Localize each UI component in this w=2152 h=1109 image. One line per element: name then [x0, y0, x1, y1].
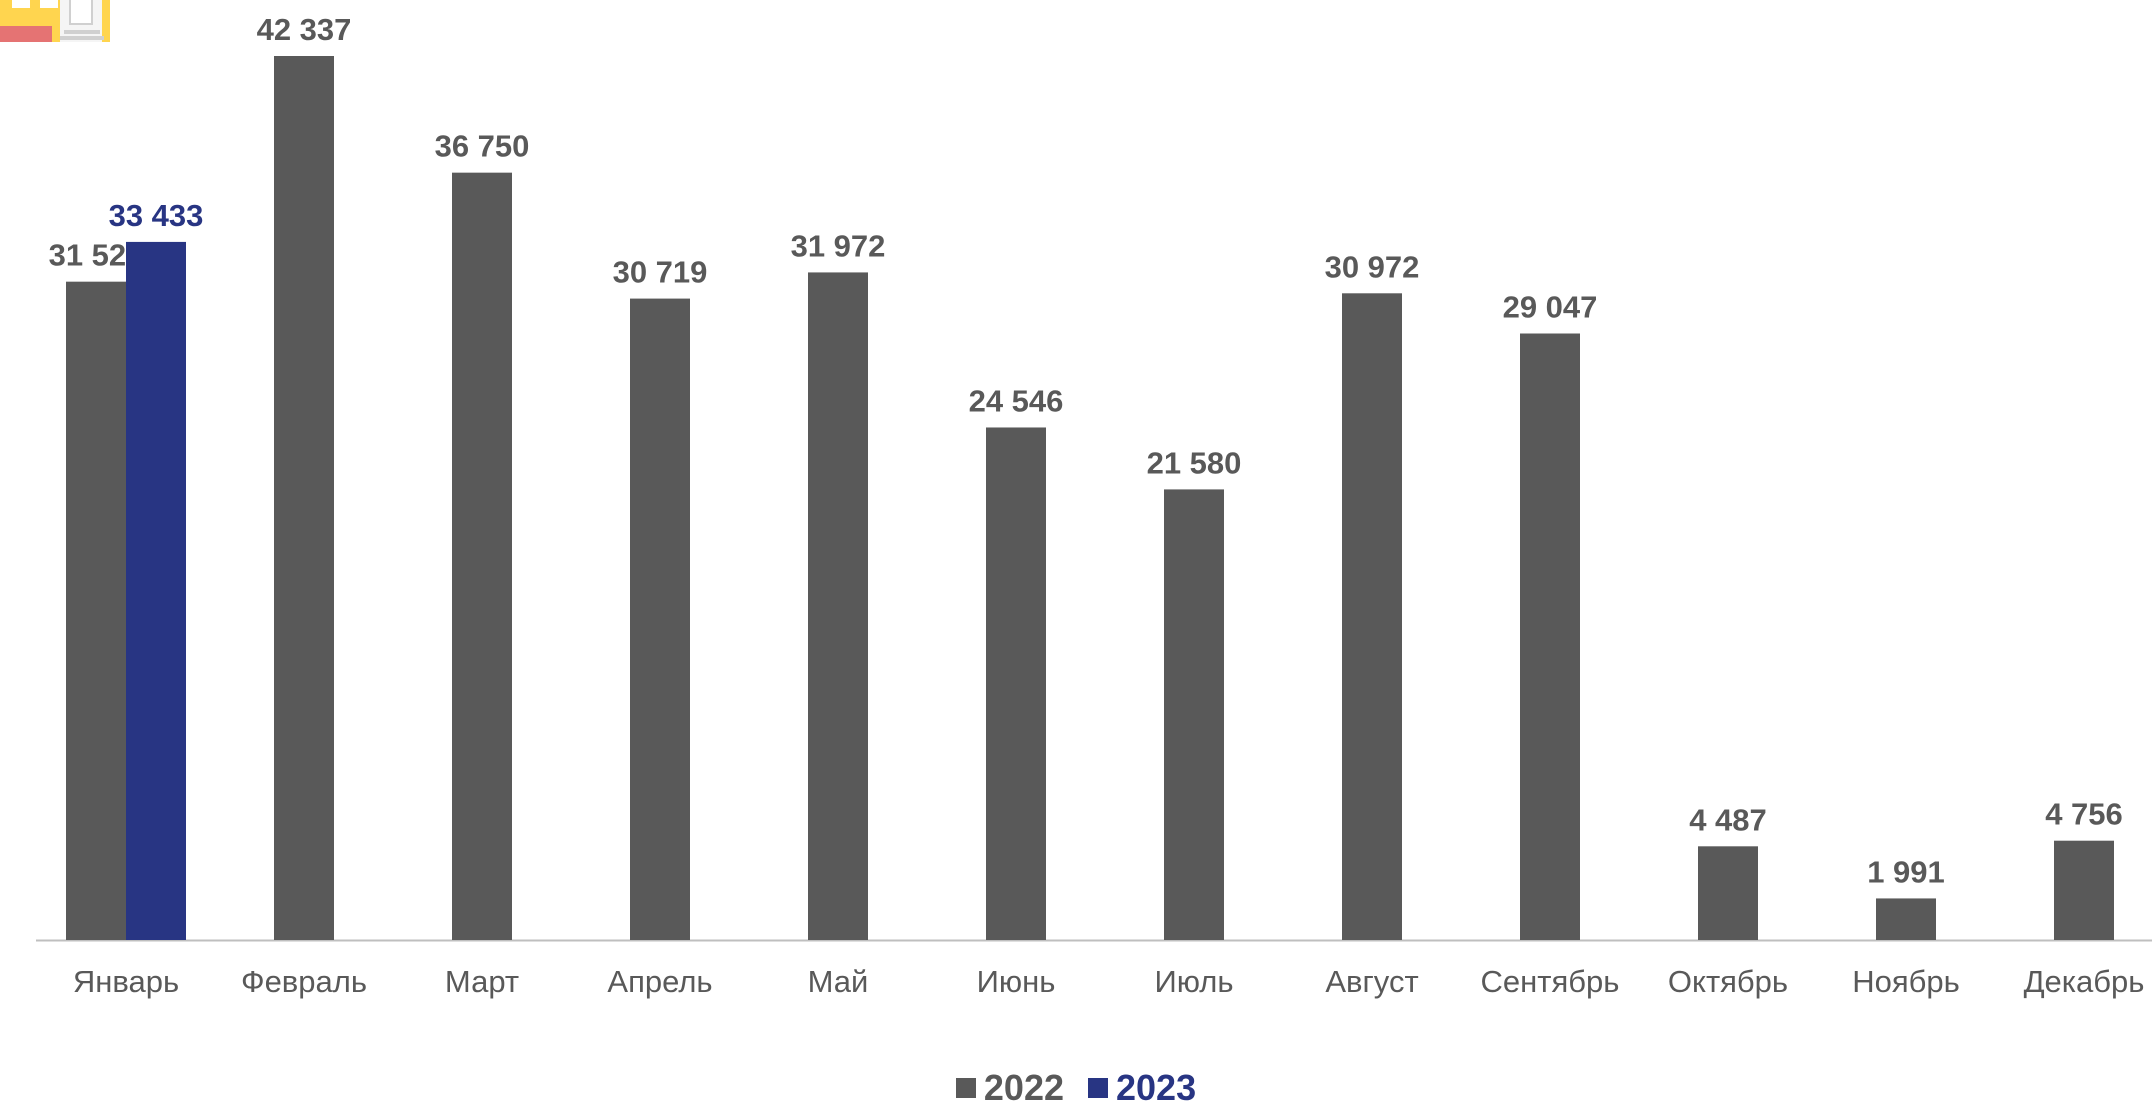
data-label-2022-5: 31 972 — [791, 228, 886, 263]
bar-2022-12 — [2054, 840, 2114, 940]
category-label-9: Сентябрь — [1481, 964, 1620, 999]
category-label-3: Март — [445, 964, 519, 999]
bar-2022-4 — [630, 298, 690, 940]
category-label-2: Февраль — [241, 964, 367, 999]
category-label-6: Июнь — [977, 964, 1056, 999]
bar-2022-2 — [274, 56, 334, 940]
data-label-2022-11: 1 991 — [1867, 854, 1945, 889]
bar-2022-11 — [1876, 898, 1936, 940]
category-label-8: Август — [1325, 964, 1418, 999]
legend-label-2023: 2023 — [1116, 1067, 1197, 1108]
category-label-12: Декабрь — [2024, 964, 2145, 999]
data-label-2022-12: 4 756 — [2045, 797, 2123, 832]
category-label-7: Июль — [1154, 964, 1233, 999]
category-label-10: Октябрь — [1668, 964, 1788, 999]
bar-2022-5 — [808, 272, 868, 941]
bar-2022-8 — [1342, 293, 1402, 940]
data-label-2023-1: 33 433 — [109, 198, 204, 233]
legend-label-2022: 2022 — [983, 1067, 1064, 1108]
legend: 2022 2023 — [0, 1067, 2152, 1109]
category-label-1: Январь — [73, 964, 179, 999]
data-label-2022-2: 42 337 — [257, 12, 352, 47]
bar-2023-1 — [126, 241, 186, 940]
legend-item-2022: 2022 — [955, 1067, 1064, 1109]
bar-2022-7 — [1164, 489, 1224, 940]
data-label-2022-4: 30 719 — [613, 255, 708, 290]
legend-swatch-2022 — [955, 1078, 976, 1098]
data-label-2022-6: 24 546 — [969, 383, 1064, 418]
legend-swatch-2023 — [1088, 1078, 1108, 1098]
data-label-2022-10: 4 487 — [1689, 802, 1767, 837]
data-label-2022-7: 21 580 — [1147, 445, 1242, 480]
category-label-5: Май — [808, 964, 869, 999]
category-label-4: Апрель — [607, 964, 712, 999]
data-label-2022-3: 36 750 — [435, 129, 530, 164]
bar-2022-1 — [66, 281, 126, 941]
bar-2022-9 — [1520, 333, 1580, 940]
legend-item-2023: 2023 — [1088, 1067, 1196, 1109]
building-logo-icon — [0, 0, 110, 44]
data-label-2022-8: 30 972 — [1325, 249, 1420, 284]
bar-2022-10 — [1698, 846, 1758, 940]
bar-2022-3 — [452, 172, 512, 941]
data-label-2022-9: 29 047 — [1503, 289, 1598, 324]
category-label-11: Ноябрь — [1852, 964, 1960, 999]
bar-2022-6 — [986, 427, 1046, 940]
